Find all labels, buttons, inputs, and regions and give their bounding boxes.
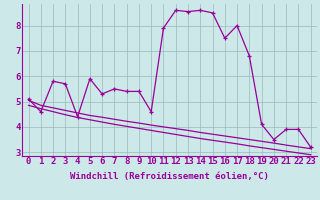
X-axis label: Windchill (Refroidissement éolien,°C): Windchill (Refroidissement éolien,°C) <box>70 172 269 181</box>
